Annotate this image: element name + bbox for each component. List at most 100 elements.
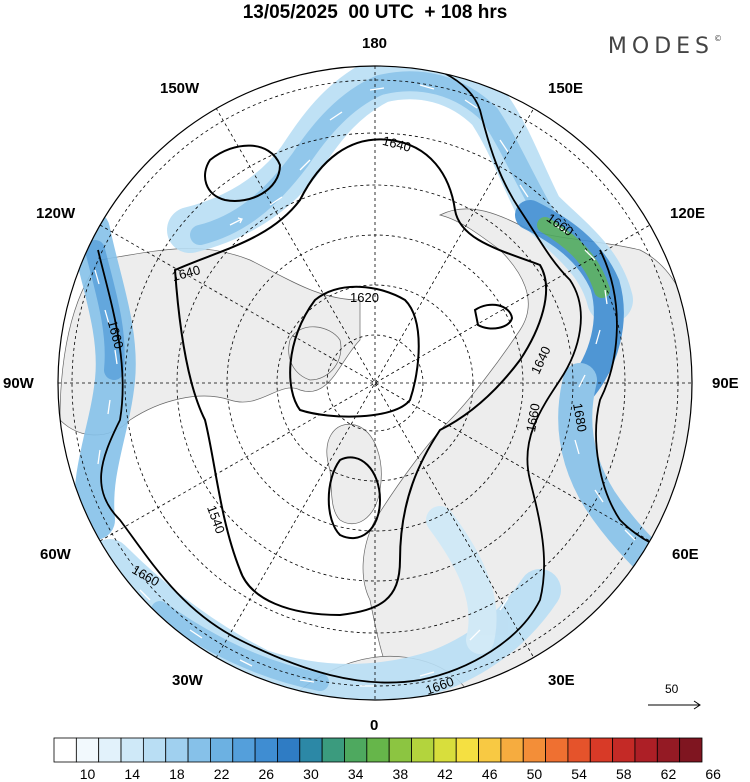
contour-1620-main (289, 285, 420, 418)
jet-pacific-core (190, 71, 555, 245)
colorbar-tick-label: 18 (169, 766, 185, 782)
colorbar-swatch (210, 737, 234, 763)
contour-label: 1640 (381, 133, 413, 155)
lon-label-60w: 60W (40, 546, 71, 563)
north-america-land (59, 248, 361, 436)
colorbar-swatch (366, 737, 390, 763)
wind-vector (329, 111, 343, 121)
colorbar-swatch (388, 737, 412, 763)
wind-vector (578, 374, 586, 388)
colorbar-swatch (53, 737, 77, 763)
wind-vector (104, 309, 110, 325)
map-border (57, 65, 693, 701)
wind-vector (499, 597, 509, 611)
wind-vector (574, 439, 580, 455)
jet-south-core (151, 601, 329, 691)
contour-label: 1680 (570, 402, 590, 433)
colorbar-swatch (589, 737, 614, 763)
colorbar-swatch (634, 737, 658, 763)
brand-logo: MODES© (608, 34, 722, 59)
colorbar-tick-label: 14 (124, 766, 140, 782)
brand-mark: © (714, 34, 722, 43)
wind-vector (107, 399, 111, 415)
wind-vector (499, 139, 509, 153)
colorbar-swatch (232, 737, 256, 763)
colorbar-tick-label: 62 (660, 766, 677, 782)
vector-scale-label: 50 (665, 682, 679, 696)
colorbar-swatch (500, 737, 524, 763)
colorbar-swatch (433, 737, 457, 763)
wind-vector (584, 249, 596, 261)
colorbar-tick-label: 10 (79, 766, 96, 782)
contour-label: 1640 (170, 262, 202, 284)
wind-vector (594, 489, 604, 503)
colorbar-swatch (567, 737, 591, 763)
colorbar-swatch (411, 737, 435, 763)
colorbar-tick-label: 46 (481, 766, 498, 782)
wind-vector (419, 84, 435, 90)
lon-label-90e: 90E (712, 375, 739, 392)
colorbar-tick-label: 26 (258, 766, 275, 782)
meridian-120 (99, 224, 651, 542)
contour-label: 1660 (105, 319, 127, 351)
colorbar-tick-label: 38 (392, 766, 409, 782)
wind-vectors (94, 84, 636, 687)
arctic-islands-land (288, 326, 342, 381)
wind-vector (469, 629, 481, 641)
wind-shading (70, 66, 677, 700)
height-contours (97, 66, 691, 684)
lat-circle-50 (176, 184, 574, 582)
colorbar-tick-label: 34 (347, 766, 364, 782)
wind-vector (114, 349, 118, 365)
colorbar-swatch (187, 737, 211, 763)
contour-1620-greenland (327, 456, 382, 540)
colorbar-swatch (254, 737, 278, 763)
contour-low-east (473, 303, 514, 330)
lon-label-30e: 30E (548, 672, 575, 689)
colorbar-swatch (656, 737, 681, 763)
wind-vector (604, 289, 608, 305)
wind-vector (139, 589, 151, 601)
jet-west-core (85, 240, 125, 380)
wind-vector (229, 217, 243, 226)
colorbar-tick-label: 58 (615, 766, 632, 782)
colorbar-swatch (344, 737, 368, 763)
colorbar-swatch (98, 737, 122, 763)
contour-nw-low (204, 144, 282, 202)
lon-label-0: 0 (370, 717, 379, 734)
lon-label-120w: 120W (36, 205, 76, 222)
wind-vector (299, 679, 315, 683)
colorbar-swatch (455, 737, 479, 763)
meridian-150 (215, 107, 535, 659)
colorbar-swatch (321, 737, 345, 763)
colorbar-swatch (165, 737, 189, 763)
wind-vector (269, 196, 283, 206)
colorbar-swatch (522, 737, 546, 763)
jet-atlantic (426, 506, 497, 654)
colorbar-tick-label: 22 (213, 766, 230, 782)
wind-vector (624, 529, 636, 541)
wind-vector (554, 224, 568, 234)
contour-labels: 1620 1640 1640 1640 1660 1660 1660 1660 … (105, 133, 590, 698)
wind-vector (94, 269, 100, 285)
lon-label-150e: 150E (548, 80, 584, 97)
colorbar-swatch (612, 737, 636, 763)
brand-text: MODES (607, 34, 714, 59)
meridian-30 (215, 107, 535, 659)
colorbar-swatch (478, 737, 502, 763)
meridian-60 (99, 224, 651, 542)
lon-label-120e: 120E (670, 205, 706, 222)
contour-label: 1660 (523, 402, 543, 433)
colorbar-swatch (75, 737, 100, 763)
contour-label: 1620 (350, 290, 379, 305)
wind-vector (97, 449, 101, 465)
colorbar-tick-label: 54 (571, 766, 587, 782)
vector-scale-arrow (648, 700, 701, 710)
lon-label-60e: 60E (672, 546, 699, 563)
colorbar-tick-label: 30 (303, 766, 319, 782)
colorbar-swatch (299, 737, 323, 763)
wind-vector (519, 184, 529, 198)
wind-vector (464, 99, 478, 109)
